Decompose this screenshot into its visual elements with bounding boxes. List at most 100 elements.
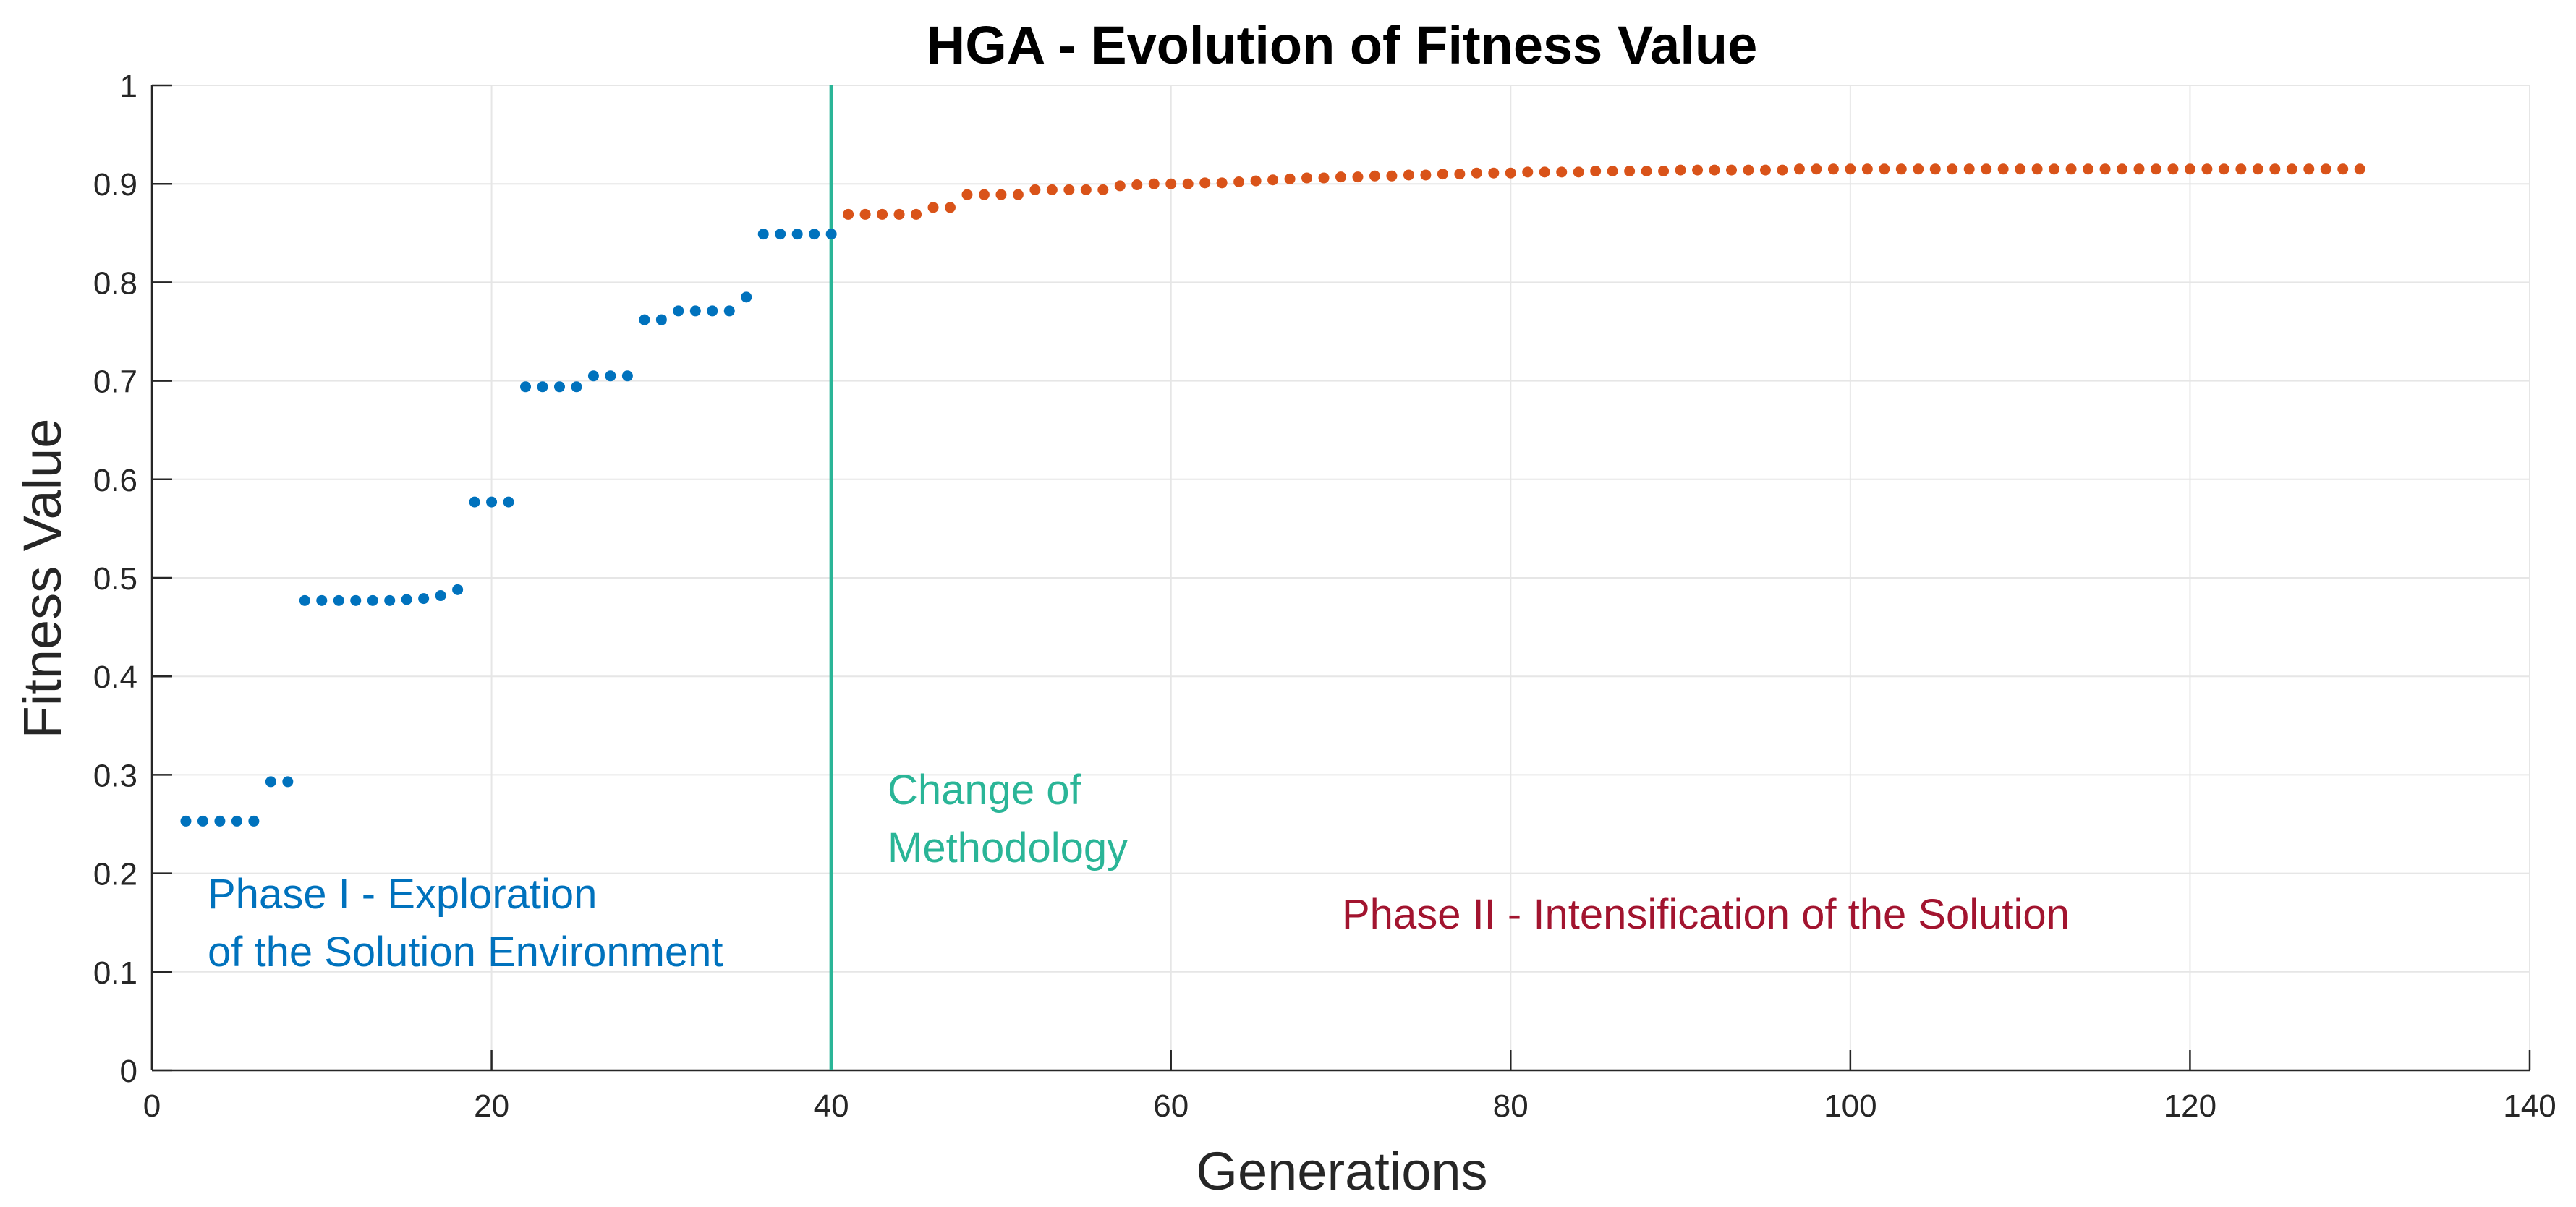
phase2-point: [1827, 163, 1839, 175]
phase2-point: [2286, 163, 2297, 175]
phase2-point: [1759, 164, 1771, 176]
phase2-point: [961, 189, 973, 200]
phase2-point: [1029, 184, 1041, 195]
phase2-point: [1267, 174, 1279, 186]
phase1-point: [180, 815, 192, 827]
phase1-point: [537, 381, 548, 393]
phase2-point: [1624, 165, 1636, 176]
phase2-point: [1522, 166, 1534, 178]
phase1-point: [639, 314, 650, 325]
x-tick-label: 40: [814, 1088, 849, 1124]
phase2-point: [2099, 163, 2111, 175]
phase2-point: [1199, 177, 1211, 189]
phase1-point: [775, 229, 786, 240]
phase1-point: [621, 370, 633, 382]
phase2-point: [2354, 163, 2365, 175]
phase2-point: [1114, 180, 1126, 192]
phase1-point: [197, 815, 208, 827]
phase2-point: [1369, 170, 1380, 182]
phase1-point: [333, 594, 344, 606]
phase2-point: [1709, 164, 1720, 176]
phase2-point: [1216, 177, 1228, 189]
phase1-point: [486, 496, 498, 508]
phase1-point: [723, 305, 735, 317]
phase1-label-line1: Phase I - Exploration: [208, 871, 597, 918]
phase2-point: [1233, 176, 1245, 187]
phase2-point: [1658, 165, 1670, 176]
phase2-point: [1879, 163, 1890, 175]
phase2-point: [2049, 163, 2060, 175]
phase1-point: [587, 370, 599, 382]
phase2-point: [1726, 164, 1738, 176]
phase1-point: [469, 496, 480, 508]
y-tick-label: 0: [120, 1054, 137, 1089]
phase1-point: [282, 776, 294, 788]
phase2-point: [911, 208, 922, 220]
chart-title: HGA - Evolution of Fitness Value: [927, 15, 1757, 75]
phase2-point: [1182, 178, 1194, 189]
phase1-point: [452, 584, 464, 595]
phase2-point: [2117, 163, 2128, 175]
phase2-point: [2303, 163, 2315, 175]
phase2-point: [1641, 165, 1652, 176]
phase2-point: [1352, 171, 1364, 183]
phase2-point: [2184, 163, 2195, 175]
phase2-point: [2167, 163, 2179, 175]
phase1-point: [520, 381, 532, 393]
phase1-point: [673, 305, 684, 317]
y-tick-label: 0.2: [93, 857, 137, 892]
phase2-point: [2015, 163, 2026, 175]
axes: [150, 84, 2531, 1072]
phase2-point: [944, 202, 956, 213]
phase2-point: [1454, 169, 1466, 180]
phase2-point: [978, 189, 990, 200]
tick-labels: 0 20 40 60 80 100 120 140 0 0.1 0.2 0.3 0.4 0.5 0.6 0.7…: [93, 69, 2556, 1124]
phase2-point: [1420, 169, 1432, 181]
phase2-point: [1607, 165, 1618, 176]
phase2-point: [1692, 164, 1704, 176]
phase2-point: [1963, 163, 1975, 175]
x-tick-label: 0: [143, 1088, 161, 1124]
phase2-point: [1997, 163, 2009, 175]
change-of-methodology-label-line2: Methodology: [888, 824, 1128, 871]
phase2-point: [2083, 163, 2094, 175]
x-tick-label: 80: [1493, 1088, 1529, 1124]
phase2-point: [2218, 163, 2229, 175]
phase2-point: [1471, 167, 1482, 179]
phase2-point: [2269, 163, 2281, 175]
phase1-point: [571, 381, 582, 393]
phase2-point: [927, 202, 939, 213]
phase2-point: [2201, 163, 2213, 175]
phase2-point: [1590, 165, 1602, 176]
phase2-point: [1335, 171, 1346, 183]
phase2-point: [1793, 163, 1805, 175]
y-tick-label: 0.1: [93, 955, 137, 991]
phase1-label-line2: of the Solution Environment: [208, 929, 723, 976]
phase1-point: [384, 594, 396, 606]
phase1-point: [605, 370, 616, 382]
phase2-point: [1488, 167, 1500, 179]
phase1-point: [265, 776, 276, 788]
phase2-point: [1301, 172, 1313, 184]
phase2-point: [1318, 172, 1330, 184]
phase1-point: [791, 229, 803, 240]
phase2-point: [1012, 189, 1024, 200]
phase2-point: [1386, 170, 1398, 182]
phase2-point: [1675, 164, 1686, 176]
phase2-point: [2320, 163, 2331, 175]
phase1-point: [741, 291, 752, 303]
phase2-point: [2235, 163, 2247, 175]
phase2-point: [1929, 163, 1941, 175]
phase2-point: [1777, 164, 1788, 176]
phase2-point: [1403, 169, 1414, 181]
y-tick-label: 0.5: [93, 561, 137, 597]
phase2-point: [1063, 184, 1075, 195]
x-tick-label: 120: [2164, 1088, 2216, 1124]
phase2-point: [1080, 184, 1092, 195]
phase1-point: [503, 496, 514, 508]
y-axis-title: Fitness Value: [12, 419, 72, 739]
phase2-point: [1556, 166, 1568, 178]
phase2-point: [1845, 163, 1856, 175]
phase1-point: [299, 594, 310, 606]
